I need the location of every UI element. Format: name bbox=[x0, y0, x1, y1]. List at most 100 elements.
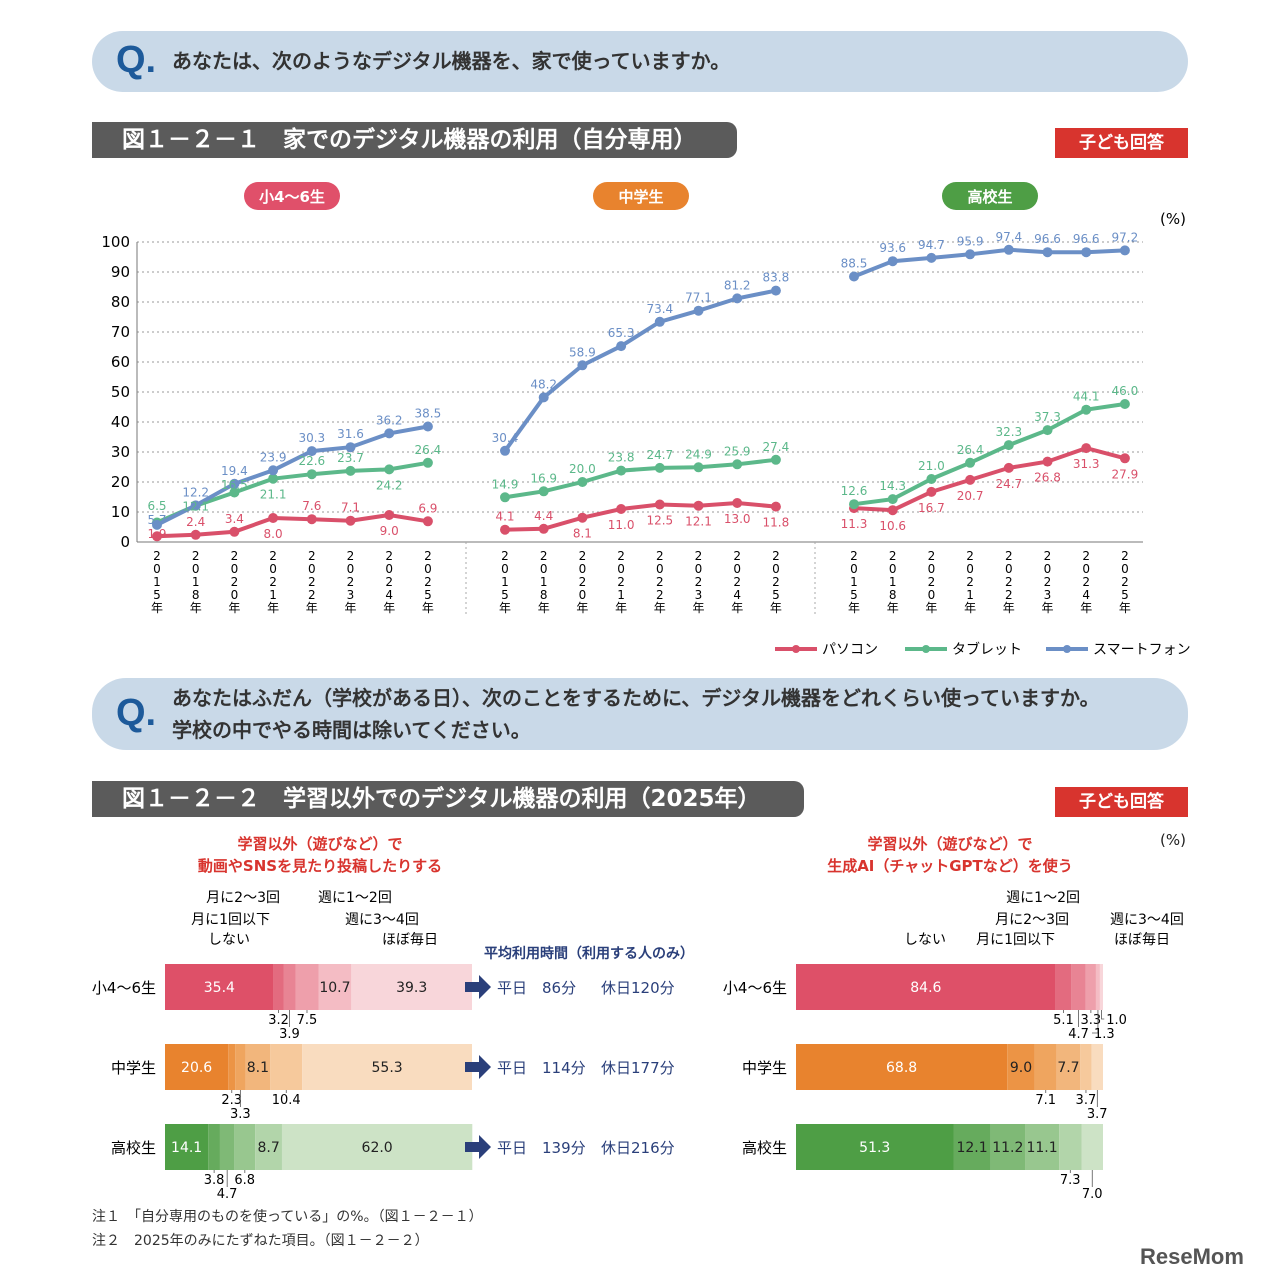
data-point bbox=[770, 285, 781, 296]
x-tick-label: 0 bbox=[579, 562, 587, 576]
y-tick-label: 50 bbox=[111, 383, 130, 401]
x-tick-label: 年 bbox=[1119, 601, 1131, 615]
x-tick-label: 8 bbox=[540, 588, 548, 602]
data-label: 6.5 bbox=[147, 499, 166, 513]
bar-value: 14.1 bbox=[171, 1140, 202, 1156]
row-label: 中学生 bbox=[111, 1059, 156, 1077]
y-tick-label: 0 bbox=[120, 533, 130, 551]
row-label: 中学生 bbox=[742, 1059, 787, 1077]
x-tick-label: 0 bbox=[347, 562, 355, 576]
series-line-phone bbox=[503, 288, 777, 452]
data-point bbox=[616, 341, 627, 352]
bar-segment bbox=[1007, 1044, 1035, 1090]
data-point bbox=[306, 446, 317, 457]
bar-segment bbox=[1059, 1124, 1082, 1170]
data-label: 4.4 bbox=[534, 509, 553, 523]
x-tick-label: 8 bbox=[192, 588, 200, 602]
x-tick-label: 2 bbox=[1082, 575, 1090, 589]
x-tick-label: 年 bbox=[1003, 601, 1015, 615]
bar-value: 9.0 bbox=[1010, 1060, 1032, 1076]
bar-charts: 平均利用時間（利用する人のみ）小4〜6生 35.4 10.7 39.33.23.97.… bbox=[92, 890, 1184, 1202]
data-point bbox=[152, 531, 162, 542]
data-label: 95.9 bbox=[957, 234, 984, 248]
data-point bbox=[770, 501, 781, 512]
data-label: 36.2 bbox=[376, 413, 403, 427]
data-label: 16.5 bbox=[221, 478, 248, 492]
data-label: 58.9 bbox=[569, 345, 596, 359]
x-tick-label: 年 bbox=[422, 601, 434, 615]
data-point bbox=[654, 316, 665, 327]
x-tick-label: 年 bbox=[344, 601, 356, 615]
x-tick-label: 4 bbox=[385, 588, 393, 602]
x-tick-label: 5 bbox=[153, 588, 161, 602]
holiday-time: 休日177分 bbox=[601, 1059, 675, 1077]
bar-value-callout: 3.3 bbox=[1080, 1013, 1101, 1028]
x-tick-label: 0 bbox=[656, 562, 664, 576]
data-label: 23.7 bbox=[337, 451, 364, 465]
y-tick-label: 80 bbox=[111, 293, 130, 311]
data-label: 20.7 bbox=[957, 489, 984, 503]
bar-value-callout: 7.5 bbox=[297, 1013, 318, 1028]
x-tick-label: 2 bbox=[1005, 549, 1013, 563]
x-tick-label: 2 bbox=[928, 549, 936, 563]
bar-value: 68.8 bbox=[886, 1060, 917, 1076]
x-tick-label: 年 bbox=[848, 601, 860, 615]
data-label: 13.0 bbox=[724, 512, 751, 526]
x-tick-label: 2 bbox=[772, 549, 780, 563]
data-label: 31.6 bbox=[337, 427, 364, 441]
x-tick-label: 2 bbox=[231, 549, 239, 563]
data-point bbox=[849, 271, 859, 282]
data-label: 20.0 bbox=[569, 462, 596, 476]
series-line-pc bbox=[156, 512, 429, 539]
bar-value: 11.2 bbox=[992, 1140, 1023, 1156]
data-point bbox=[616, 504, 627, 514]
title-line: 動画やSNSを見たり投稿したりする bbox=[197, 857, 443, 875]
x-tick-label: 2 bbox=[1005, 575, 1013, 589]
data-point bbox=[693, 305, 704, 316]
legend-label: タブレット bbox=[952, 641, 1022, 658]
data-label: 88.5 bbox=[841, 257, 868, 271]
bar-value: 62.0 bbox=[362, 1140, 393, 1156]
group-label: 高校生 bbox=[967, 188, 1012, 206]
x-tick-label: 2 bbox=[695, 575, 703, 589]
x-tick-label: 4 bbox=[733, 588, 741, 602]
data-point bbox=[384, 510, 395, 520]
x-tick-label: 2 bbox=[656, 549, 664, 563]
x-tick-label: 2 bbox=[1005, 588, 1013, 602]
data-label: 12.2 bbox=[182, 485, 209, 499]
x-tick-label: 2 bbox=[617, 549, 625, 563]
x-tick-label: 2 bbox=[889, 549, 897, 563]
x-tick-label: 1 bbox=[889, 575, 897, 589]
legend-callout: 週に1〜2回 bbox=[318, 890, 392, 906]
x-tick-label: 1 bbox=[192, 575, 200, 589]
data-label: 7.1 bbox=[341, 501, 360, 515]
bar-value: 8.7 bbox=[257, 1140, 279, 1156]
y-tick-label: 100 bbox=[101, 233, 130, 251]
weekday-time: 平日 139分 bbox=[497, 1139, 586, 1157]
bar-value-callout: 1.0 bbox=[1106, 1013, 1127, 1028]
series-line-phone bbox=[156, 424, 429, 527]
holiday-time: 休日216分 bbox=[601, 1139, 675, 1157]
data-label: 65.3 bbox=[608, 326, 635, 340]
data-label: 7.6 bbox=[302, 499, 321, 513]
data-point bbox=[1081, 247, 1092, 258]
data-point bbox=[732, 498, 743, 508]
data-label: 23.9 bbox=[260, 450, 287, 464]
bar-value: 55.3 bbox=[372, 1060, 403, 1076]
note-1: 注１ 「自分専用のものを使っている」の%。（図１－２－１） bbox=[92, 1209, 483, 1225]
data-point bbox=[1119, 245, 1130, 256]
x-tick-label: 2 bbox=[579, 575, 587, 589]
data-point bbox=[538, 392, 549, 403]
data-label: 4.1 bbox=[495, 510, 514, 524]
legend-marker bbox=[1063, 645, 1071, 653]
data-label: 48.2 bbox=[530, 377, 557, 391]
x-tick-label: 年 bbox=[1041, 601, 1053, 615]
avg-time-header: 平均利用時間（利用する人のみ） bbox=[484, 945, 694, 962]
data-label: 73.4 bbox=[646, 302, 673, 316]
x-tick-label: 0 bbox=[850, 562, 858, 576]
bar-segment bbox=[351, 964, 472, 1010]
weekday-time: 平日 114分 bbox=[497, 1059, 586, 1077]
arrow-icon bbox=[465, 975, 491, 999]
bar-value-callout: 3.9 bbox=[279, 1027, 300, 1042]
bar-value-callout: 7.0 bbox=[1082, 1187, 1103, 1202]
